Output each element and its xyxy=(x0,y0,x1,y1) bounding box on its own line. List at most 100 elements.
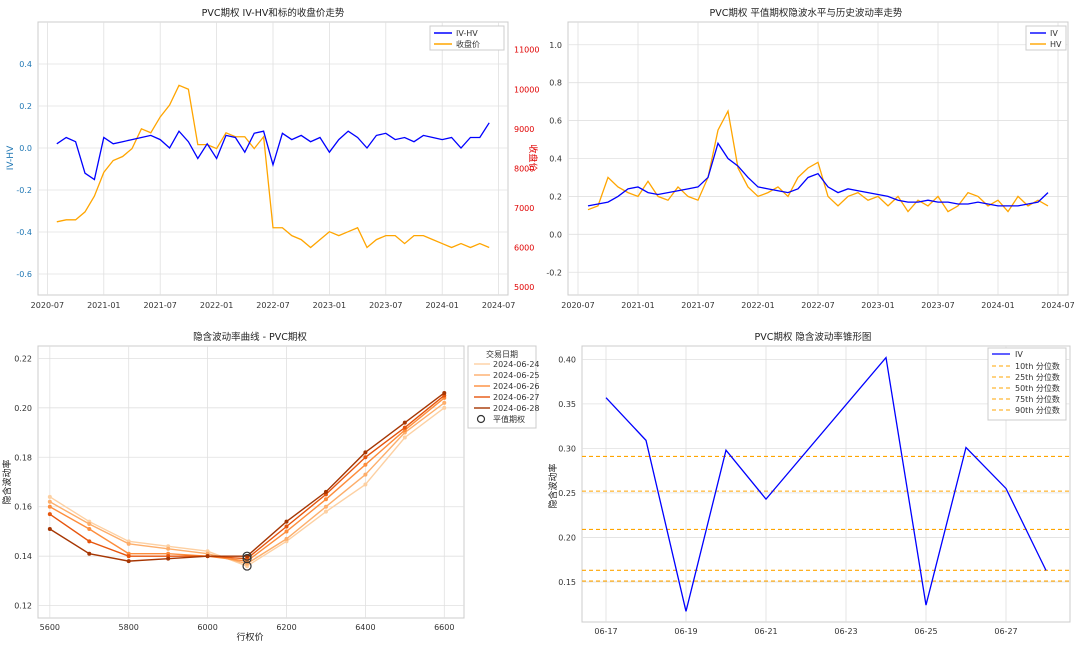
x-tick-label: 06-23 xyxy=(834,627,857,636)
y-right-tick-label: 6000 xyxy=(514,244,534,253)
chart-title: PVC期权 平值期权隐波水平与历史波动率走势 xyxy=(710,7,903,19)
x-tick-label: 2023-01 xyxy=(861,301,894,310)
data-point xyxy=(402,435,407,440)
legend-label: 2024-06-24 xyxy=(493,360,540,369)
y-tick-label: 0.22 xyxy=(14,354,32,363)
y-tick-label: 0.25 xyxy=(558,489,576,498)
data-point xyxy=(363,455,368,460)
legend-label-percentile: 10th 分位数 xyxy=(1015,361,1060,371)
atm-marker xyxy=(242,551,252,561)
y-tick-label: 0.4 xyxy=(549,155,562,164)
tick-labels: 5600 5800 6000 6200 6400 6600 0.22 0.20 0.18 0.16… xyxy=(14,354,454,632)
x-tick-label: 6200 xyxy=(276,623,296,632)
x-tick-label: 2024-07 xyxy=(1041,301,1074,310)
x-tick-label: 06-17 xyxy=(594,627,617,636)
y-tick-label: -0.2 xyxy=(546,268,562,277)
x-tick-label: 2024-01 xyxy=(981,301,1014,310)
legend-label-iv: IV xyxy=(1015,350,1023,359)
data-point xyxy=(47,494,52,499)
legend-label-iv: IV xyxy=(1050,29,1058,38)
chart-title: PVC期权 隐含波动率锥形图 xyxy=(755,331,872,343)
y-tick-label: 0.2 xyxy=(549,192,562,201)
legend-title: 交易日期 xyxy=(486,349,518,359)
data-point xyxy=(363,462,368,467)
x-tick-label: 6000 xyxy=(197,623,217,632)
y-axis-right-label: 收盘价 xyxy=(527,144,539,171)
data-point xyxy=(87,551,92,556)
series-lines xyxy=(47,390,447,571)
y-tick-label: 0.16 xyxy=(14,503,32,512)
y-tick-label: 0.2 xyxy=(19,102,32,111)
data-point xyxy=(402,420,407,425)
data-point xyxy=(166,556,171,561)
y-tick-label: 0.40 xyxy=(558,355,576,364)
data-point xyxy=(323,504,328,509)
y-tick-label: 0.20 xyxy=(14,404,32,413)
x-tick-label: 2023-07 xyxy=(369,301,402,310)
x-tick-label: 06-27 xyxy=(994,627,1017,636)
x-tick-label: 06-25 xyxy=(914,627,937,636)
legend-label: 2024-06-25 xyxy=(493,371,540,380)
data-point xyxy=(87,539,92,544)
x-tick-label: 2023-01 xyxy=(313,301,346,310)
data-point xyxy=(363,472,368,477)
legend-box xyxy=(429,25,505,51)
x-tick-label: 6600 xyxy=(434,623,454,632)
data-point xyxy=(126,559,131,564)
legend-box xyxy=(467,345,537,429)
legend: 交易日期 2024-06-24 2024-06-25 2024-06-26 2024-… xyxy=(467,345,540,429)
x-tick-label: 2021-07 xyxy=(681,301,714,310)
data-point xyxy=(47,504,52,509)
tick-labels: 06-17 06-19 06-21 06-23 06-25 06-27 0.40 0.35 0.… xyxy=(558,355,1017,636)
legend-label: 2024-06-26 xyxy=(493,382,540,391)
chart-iv-smile: 隐含波动率曲线 - PVC期权 行权价 隐含波动率 5600 5800 6000 62… xyxy=(1,331,540,643)
y-tick-label: 0.14 xyxy=(14,552,32,561)
y-right-tick-label: 8000 xyxy=(514,164,534,173)
data-point xyxy=(284,519,289,524)
series-line xyxy=(49,407,445,567)
series-line-ivhv xyxy=(56,122,490,181)
data-point xyxy=(284,536,289,541)
data-point xyxy=(126,554,131,559)
data-point xyxy=(363,450,368,455)
x-tick-label: 2024-01 xyxy=(425,301,458,310)
data-point xyxy=(166,546,171,551)
legend-label-percentile: 75th 分位数 xyxy=(1015,394,1060,404)
x-tick-label: 5600 xyxy=(40,623,60,632)
data-point xyxy=(205,554,210,559)
series-line xyxy=(49,402,445,565)
y-tick-label: 0.12 xyxy=(14,602,32,611)
series-lines xyxy=(587,109,1049,213)
tick-labels: 2020-07 2021-01 2021-07 2022-01 2022-07 2023-… xyxy=(546,41,1074,310)
legend-atm-label: 平值期权 xyxy=(493,414,525,424)
legend-box xyxy=(987,347,1067,421)
x-tick-label: 2023-07 xyxy=(921,301,954,310)
y-tick-label: 0.18 xyxy=(14,453,32,462)
x-tick-label: 2022-01 xyxy=(741,301,774,310)
y-right-tick-label: 7000 xyxy=(514,204,534,213)
series-lines xyxy=(56,84,490,249)
series-line-iv xyxy=(587,141,1049,207)
x-tick-label: 2021-07 xyxy=(143,301,176,310)
data-point xyxy=(126,541,131,546)
data-point xyxy=(402,425,407,430)
legend-label-price: 收盘价 xyxy=(456,39,480,49)
y-tick-label: 0.35 xyxy=(558,400,576,409)
x-tick-label: 2021-01 xyxy=(621,301,654,310)
y-tick-label: -0.2 xyxy=(16,186,32,195)
legend-label: 2024-06-28 xyxy=(493,404,540,413)
x-tick-label: 2024-07 xyxy=(482,301,515,310)
data-point xyxy=(323,497,328,502)
chart-title: PVC期权 IV-HV和标的收盘价走势 xyxy=(202,7,345,19)
y-right-tick-label: 11000 xyxy=(514,46,539,55)
atm-marker xyxy=(242,554,252,564)
data-point xyxy=(47,512,52,517)
chart-iv-cone: PVC期权 隐含波动率锥形图 隐含波动率 06-17 06-19 06-21 06-2… xyxy=(547,331,1071,636)
grid xyxy=(38,22,508,295)
data-point xyxy=(87,522,92,527)
y-tick-label: 0.20 xyxy=(558,533,576,542)
grid xyxy=(568,22,1068,295)
chart-iv-hv: PVC期权 平值期权隐波水平与历史波动率走势 2020-07 2021-01 202… xyxy=(546,7,1074,310)
